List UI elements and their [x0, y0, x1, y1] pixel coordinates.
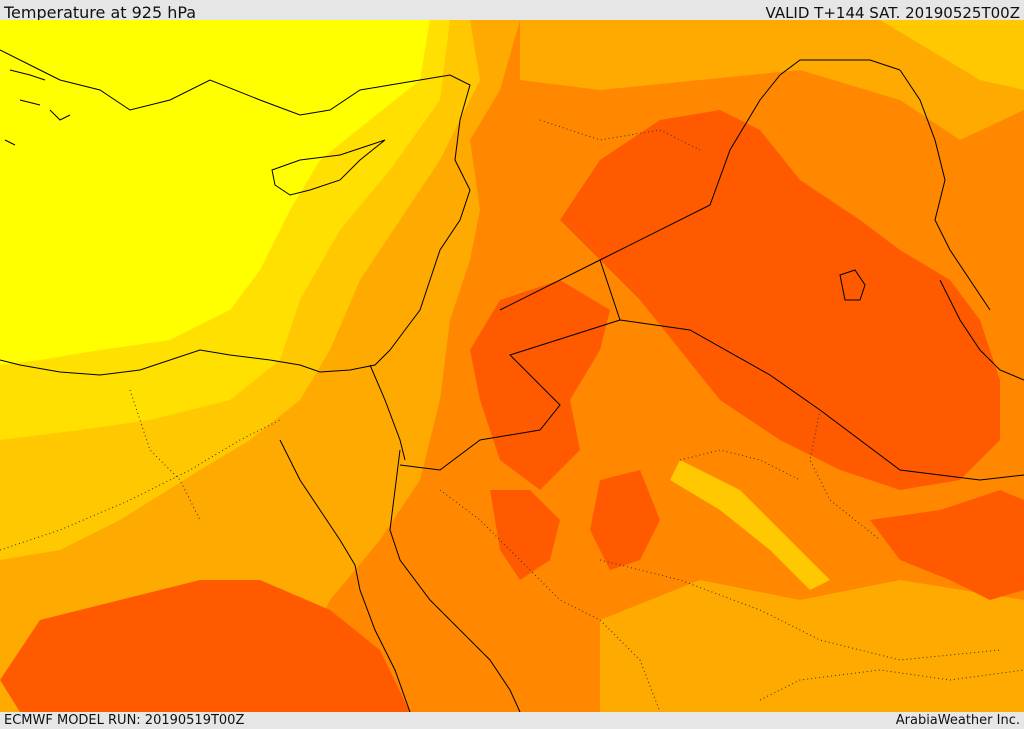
temperature-zone-orange-north — [520, 20, 1024, 140]
temperature-zone-hot-nw-saudi — [490, 490, 560, 580]
header-bar: Temperature at 925 hPa VALID T+144 SAT. … — [0, 0, 1024, 22]
border-syria-iraq — [499, 59, 901, 311]
red-sea-coast-east — [389, 449, 521, 712]
temperature-zone-hot-iraq — [560, 110, 1000, 490]
temperature-zone-bright-yellow — [0, 20, 430, 365]
credit-label: ArabiaWeather Inc. — [895, 713, 1020, 728]
map-title: Temperature at 925 hPa — [4, 3, 197, 22]
border-jordan-iraq — [399, 259, 621, 471]
map-panel — [0, 20, 1024, 712]
border-iran-iraq — [899, 69, 991, 311]
temperature-zone-hot-egypt — [0, 580, 410, 712]
persian-gulf-coast — [939, 279, 1024, 381]
temperature-zone-hot-saudi — [590, 470, 660, 570]
aegean-islands — [4, 69, 71, 146]
border-israel-egypt — [369, 364, 406, 461]
valid-time-label: VALID T+144 SAT. 20190525T00Z — [765, 4, 1020, 22]
coastline — [0, 49, 471, 376]
model-run-label: ECMWF MODEL RUN: 20190519T00Z — [4, 713, 245, 728]
footer-bar: ECMWF MODEL RUN: 20190519T00Z ArabiaWeat… — [0, 712, 1024, 729]
cyprus-outline — [271, 139, 386, 196]
lake-outline — [839, 269, 866, 301]
temperature-zone-hot-southeast — [870, 490, 1024, 600]
temperature-zone-light-band-south — [670, 460, 830, 590]
temperature-map — [0, 20, 1024, 712]
dotted-borders — [0, 119, 1024, 712]
temperature-zone-light-orange-ne — [880, 20, 1024, 90]
red-sea-coast-west — [279, 439, 411, 712]
temperature-zone-orange-south — [600, 580, 1024, 712]
